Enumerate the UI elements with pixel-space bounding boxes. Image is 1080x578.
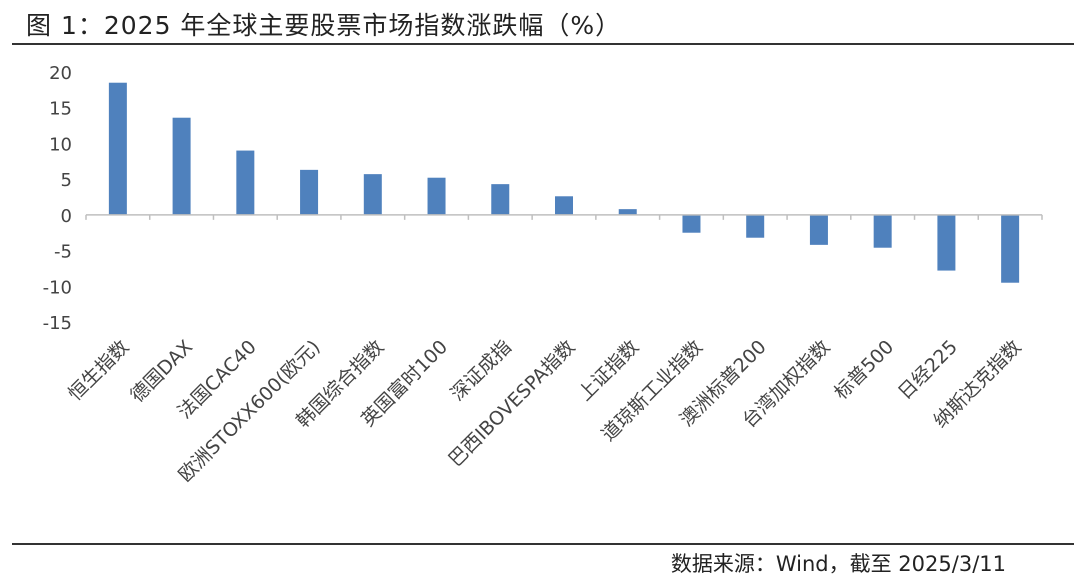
x-tick-label: 恒生指数 <box>64 336 133 405</box>
y-tick-label: -5 <box>54 242 72 263</box>
bar <box>363 174 382 215</box>
bar <box>427 177 446 215</box>
y-tick-label: -10 <box>43 277 72 298</box>
top-divider <box>12 43 1074 45</box>
bar <box>618 209 637 215</box>
y-tick-label: 20 <box>49 63 72 84</box>
y-tick-label: 0 <box>61 206 72 227</box>
source-note: 数据来源：Wind，截至 2025/3/11 <box>670 552 1006 576</box>
bar <box>873 214 892 248</box>
page-title: 图 1：2025 年全球主要股票市场指数涨跌幅（%） <box>26 11 622 40</box>
y-tick-label: -15 <box>43 313 72 334</box>
bar <box>236 150 255 215</box>
bar <box>555 196 573 215</box>
x-tick-label: 标普500 <box>830 336 898 404</box>
bar <box>1001 214 1020 283</box>
bar <box>937 214 956 271</box>
bar <box>682 214 701 233</box>
y-tick-label: 15 <box>49 99 72 120</box>
y-tick-label: 10 <box>49 134 72 155</box>
y-tick-label: 5 <box>61 170 72 191</box>
bar <box>746 214 765 238</box>
bar <box>108 82 127 215</box>
bar <box>491 184 510 215</box>
bottom-divider <box>12 543 1074 545</box>
x-tick-label: 巴西IBOVESPA指数 <box>444 336 579 471</box>
bar <box>300 169 319 215</box>
bar <box>809 214 828 245</box>
bar <box>172 117 191 215</box>
